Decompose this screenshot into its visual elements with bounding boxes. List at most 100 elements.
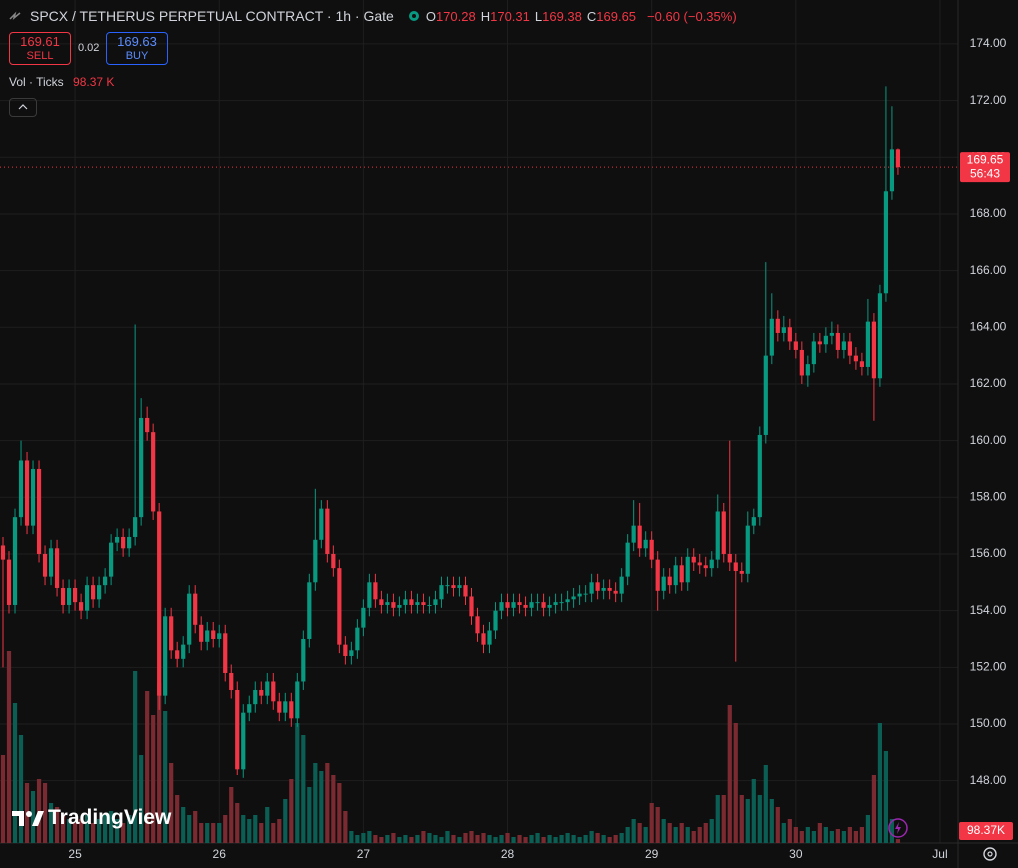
volume-bar <box>373 835 378 843</box>
candle-body <box>469 596 474 617</box>
volume-bar <box>895 839 901 843</box>
volume-bar <box>133 671 138 843</box>
candle-body <box>283 701 288 713</box>
collapse-button[interactable] <box>9 98 37 117</box>
candle-body <box>48 548 54 577</box>
candle-body <box>6 559 12 605</box>
volume-bar <box>757 795 762 843</box>
sell-price: 169.61 <box>20 34 60 49</box>
candle-body <box>145 417 150 433</box>
candle-body <box>853 355 858 362</box>
candle-body <box>373 582 378 600</box>
candle-body <box>511 602 516 608</box>
volume-bar <box>169 763 174 843</box>
candle-body <box>397 604 402 608</box>
volume-bar <box>481 833 486 843</box>
candle-body <box>829 332 834 336</box>
candle-body <box>541 602 546 608</box>
candle-body <box>769 318 774 356</box>
candle-body <box>163 616 168 696</box>
y-tick-label: 164.00 <box>970 319 1007 333</box>
candle-body <box>679 565 684 583</box>
volume-bar <box>253 815 258 843</box>
candle-body <box>169 616 174 651</box>
candle-body <box>487 630 492 645</box>
candle-body <box>823 335 828 345</box>
volume-tag <box>959 822 1013 840</box>
volume-bar <box>877 723 883 843</box>
y-tick-label: 174.00 <box>970 36 1007 50</box>
volume-value: 98.37 K <box>73 75 115 89</box>
candle-body <box>433 599 438 605</box>
y-tick-label: 158.00 <box>970 489 1007 503</box>
candle-body <box>673 565 678 586</box>
candle-body <box>361 607 366 628</box>
volume-bar <box>811 831 816 843</box>
watermark-text: TradingView <box>48 806 172 829</box>
sell-button[interactable]: 169.61 SELL <box>9 32 71 65</box>
candle-body <box>445 585 450 587</box>
candle-body <box>799 349 804 376</box>
candle-body <box>115 536 120 543</box>
x-tick-label: 28 <box>501 847 515 861</box>
volume-bar <box>229 787 234 843</box>
volume-bar <box>403 835 408 843</box>
volume-bar <box>745 799 750 843</box>
candle-body <box>577 593 582 597</box>
volume-bar <box>331 775 336 843</box>
candle-body <box>655 559 660 591</box>
candle-body <box>139 417 144 518</box>
volume-bar <box>139 755 144 843</box>
y-tick-label: 160.00 <box>970 433 1007 447</box>
volume-bar <box>157 683 162 843</box>
candle-body <box>12 517 18 605</box>
candle-body <box>703 565 708 569</box>
candle-body <box>271 681 276 702</box>
settings-icon[interactable] <box>981 845 999 863</box>
candle-body <box>217 633 222 639</box>
candle-body <box>343 644 348 656</box>
alert-icon[interactable] <box>888 818 908 838</box>
volume-bar <box>469 831 474 843</box>
volume-bar <box>769 799 774 843</box>
candle-body <box>90 585 96 600</box>
candle-body <box>42 553 48 577</box>
volume-bar <box>415 835 420 843</box>
legend-value: 169.65 <box>596 8 637 24</box>
volume-bar <box>853 831 858 843</box>
volume-bar <box>205 823 210 843</box>
volume-bar <box>739 795 744 843</box>
volume-bar <box>835 829 840 843</box>
header: SPCX / TETHERUS PERPETUAL CONTRACT · 1h … <box>8 8 737 24</box>
candle-body <box>715 511 720 560</box>
x-tick-label: 25 <box>68 847 82 861</box>
volume-bar <box>817 823 822 843</box>
candle-body <box>553 602 558 605</box>
volume-bar <box>631 819 636 843</box>
volume-bar <box>613 835 618 843</box>
volume-bar <box>277 819 282 843</box>
volume-bar <box>0 755 6 843</box>
candle-body <box>691 556 696 563</box>
volume-header: Vol · Ticks 98.37 K <box>9 75 114 89</box>
volume-bar <box>90 823 96 843</box>
candle-body <box>883 191 889 294</box>
candle-body <box>775 318 780 333</box>
volume-bar <box>667 823 672 843</box>
volume-bar <box>427 833 432 843</box>
candle-body <box>421 602 426 605</box>
buy-button[interactable]: 169.63 BUY <box>106 32 168 65</box>
candle-body <box>427 604 432 606</box>
candle-body <box>121 536 126 549</box>
candle-body <box>877 293 883 379</box>
volume-bar <box>66 819 72 843</box>
candle-body <box>193 593 198 625</box>
legend-key: L <box>534 8 543 24</box>
candle-body <box>619 576 624 594</box>
candle-body <box>499 602 504 611</box>
volume-bar <box>283 799 288 843</box>
candle-body <box>187 593 192 645</box>
candle-body <box>295 681 300 719</box>
volume-bar <box>547 835 552 843</box>
